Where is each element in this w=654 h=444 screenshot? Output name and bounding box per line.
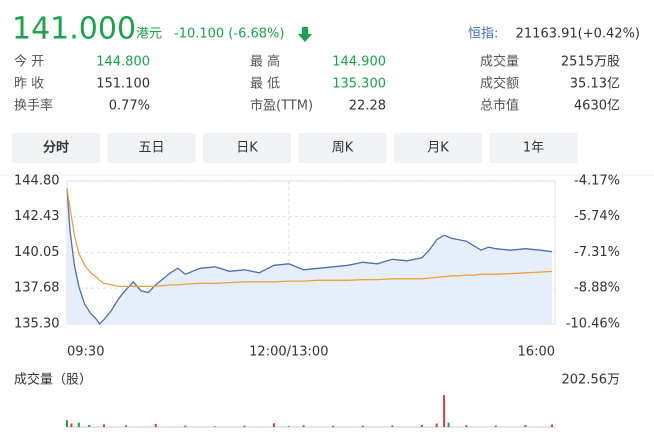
stat-label: 市盈(TTM) (250, 98, 313, 114)
x-tick-label: 12:00/13:00 (249, 345, 328, 360)
stat-value: 4630亿 (574, 99, 620, 114)
stat-label: 成交额 (480, 76, 519, 92)
volume-bar (102, 424, 105, 427)
volume-bar (465, 425, 468, 427)
stat-value: 35.13亿 (570, 77, 620, 92)
volume-bar (154, 423, 157, 427)
y2-tick-label: -7.31% (574, 245, 620, 260)
volume-bar (420, 424, 423, 427)
y-tick-label: 144.80 (14, 174, 60, 189)
x-tick-label: 16:00 (518, 345, 555, 360)
index-value: 21163.91(+0.42%) (516, 27, 640, 42)
y2-tick-label: -4.17% (574, 174, 620, 189)
volume-bar (70, 423, 73, 427)
tab[interactable] (298, 133, 387, 163)
tab-label[interactable]: 五日 (138, 141, 164, 156)
volume-title: 成交量（股） (14, 372, 92, 388)
x-tick-label: 09:30 (67, 345, 104, 360)
stat-label: 成交量 (480, 54, 519, 70)
tab[interactable] (107, 133, 196, 163)
volume-bar (391, 425, 394, 427)
tab-label[interactable]: 周K (332, 141, 354, 156)
volume-bar (184, 425, 187, 427)
y2-tick-label: -8.88% (574, 281, 620, 296)
down-arrow (298, 27, 312, 42)
volume-bar (524, 424, 527, 427)
stat-value: 144.900 (332, 55, 386, 70)
volume-bar (66, 420, 68, 427)
volume-bar (551, 424, 554, 427)
volume-bar (287, 426, 290, 427)
stat-value: 135.300 (332, 77, 386, 92)
stat-label: 今 开 (14, 54, 44, 70)
tab-label[interactable]: 分时 (43, 140, 69, 156)
volume-bar (213, 425, 216, 427)
tab[interactable] (394, 133, 482, 163)
volume-bar (494, 425, 497, 427)
volume-bar (125, 425, 128, 427)
stat-value: 0.77% (109, 99, 150, 114)
volume-bar (243, 425, 246, 427)
currency: 港元 (136, 27, 162, 42)
stat-label: 最 低 (250, 77, 280, 92)
tab-label[interactable]: 1年 (523, 141, 544, 156)
tab[interactable] (12, 133, 100, 163)
stat-label: 总市值 (480, 98, 519, 114)
average-line (66, 188, 553, 288)
stat-label: 最 高 (250, 54, 280, 70)
y2-tick-label: -5.74% (574, 209, 620, 224)
volume-bar (332, 425, 335, 427)
volume-bar (361, 425, 364, 427)
y-tick-label: 142.43 (14, 209, 60, 224)
y2-tick-label: -10.46% (566, 317, 620, 332)
stat-label: 昨 收 (14, 77, 44, 92)
volume-bar (443, 395, 446, 427)
tab-label[interactable]: 日K (236, 141, 258, 156)
stat-value: 2515万股 (561, 55, 620, 70)
tab[interactable] (489, 133, 578, 163)
volume-bar (302, 425, 305, 427)
volume-bar (88, 424, 91, 427)
stat-value: 22.28 (349, 99, 386, 114)
tab[interactable] (203, 133, 291, 163)
index-label[interactable]: 恒指: (468, 27, 498, 42)
volume-bar (447, 422, 450, 427)
price-line (66, 188, 553, 326)
volume-tick-label: 202.56万 (562, 373, 621, 388)
price-area (67, 188, 552, 324)
y-tick-label: 137.68 (14, 281, 60, 296)
tab-label[interactable]: 月K (427, 141, 449, 156)
volume-bar (77, 422, 80, 427)
price: 141.000 (12, 12, 136, 47)
y-tick-label: 140.05 (14, 245, 60, 260)
stat-value: 144.800 (96, 55, 150, 70)
stat-label: 换手率 (14, 98, 53, 114)
stat-value: 151.100 (96, 77, 150, 92)
change: -10.100 (-6.68%) (174, 27, 284, 42)
volume-bar (435, 423, 438, 427)
y-tick-label: 135.30 (14, 317, 60, 332)
volume-bar (273, 423, 276, 427)
